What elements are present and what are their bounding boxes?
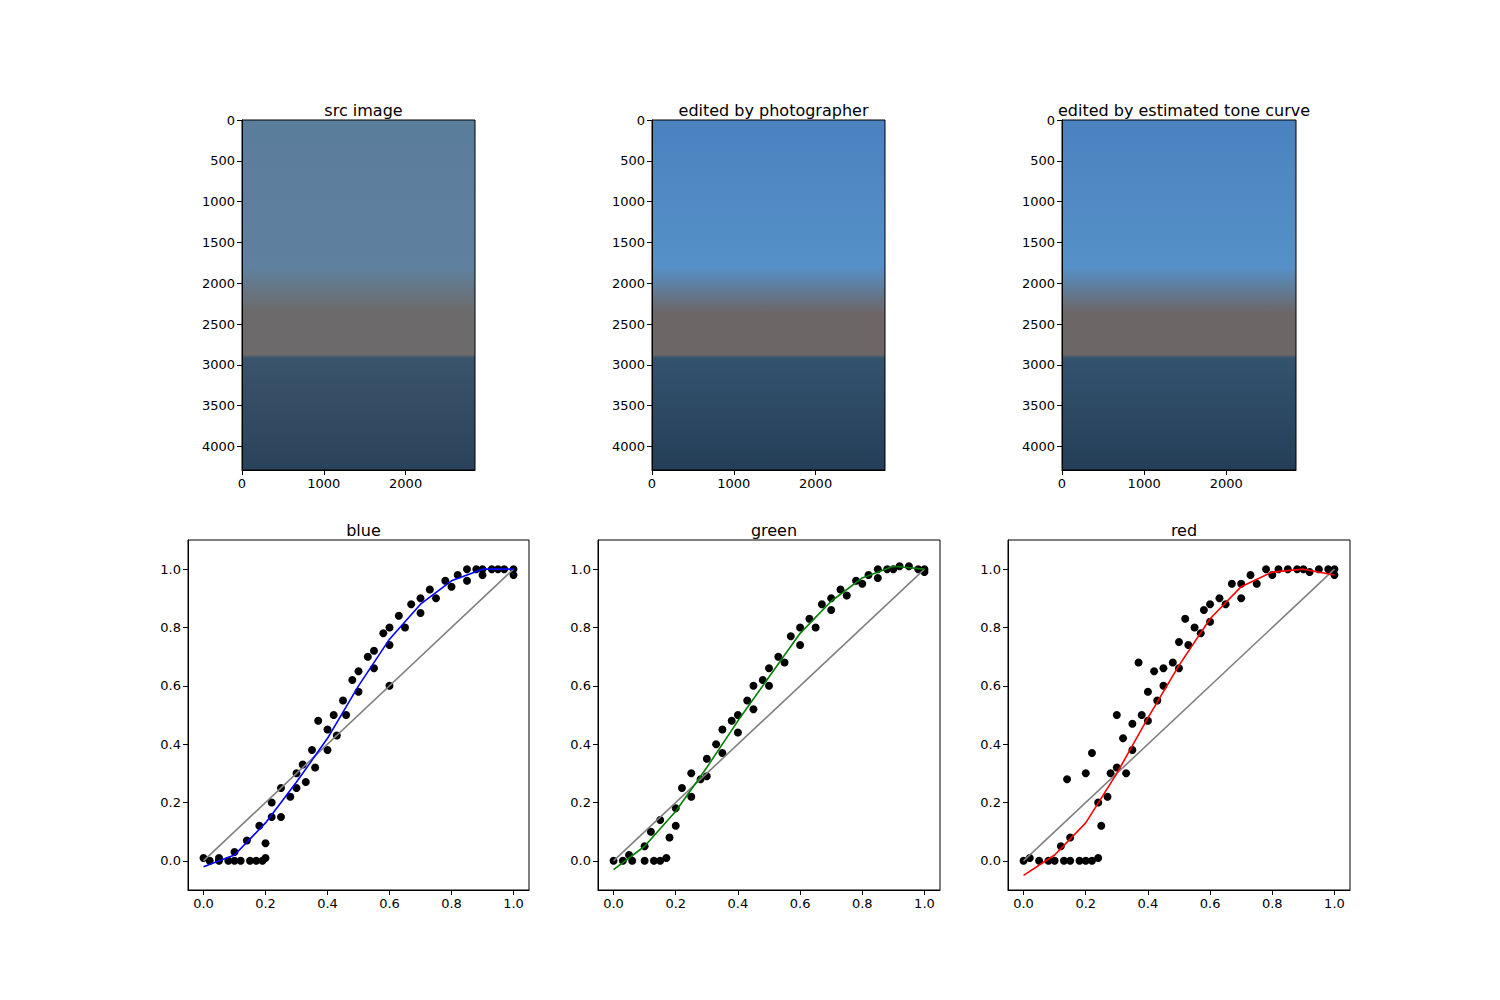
svg-text:500: 500 [210, 153, 235, 168]
svg-text:0.8: 0.8 [980, 620, 1001, 635]
svg-text:0.4: 0.4 [570, 737, 591, 752]
svg-text:2500: 2500 [202, 317, 235, 332]
svg-text:4000: 4000 [1022, 439, 1055, 454]
svg-text:edited by photographer: edited by photographer [679, 101, 869, 120]
svg-text:0.6: 0.6 [790, 896, 811, 911]
svg-text:1500: 1500 [612, 235, 645, 250]
svg-text:3000: 3000 [1022, 357, 1055, 372]
svg-text:red: red [1171, 521, 1197, 540]
svg-text:0.4: 0.4 [317, 896, 338, 911]
svg-text:0.0: 0.0 [1013, 896, 1034, 911]
svg-text:4000: 4000 [202, 439, 235, 454]
svg-text:0.2: 0.2 [160, 795, 181, 810]
svg-text:0.2: 0.2 [1075, 896, 1096, 911]
svg-text:0.6: 0.6 [160, 678, 181, 693]
svg-text:1000: 1000 [612, 194, 645, 209]
svg-text:3500: 3500 [612, 398, 645, 413]
svg-text:green: green [751, 521, 797, 540]
svg-text:1000: 1000 [1022, 194, 1055, 209]
svg-text:1000: 1000 [202, 194, 235, 209]
svg-text:0.8: 0.8 [570, 620, 591, 635]
svg-text:0.0: 0.0 [570, 853, 591, 868]
svg-text:2000: 2000 [202, 276, 235, 291]
svg-text:0.4: 0.4 [728, 896, 749, 911]
svg-text:3000: 3000 [202, 357, 235, 372]
svg-text:2000: 2000 [799, 476, 832, 491]
svg-text:4000: 4000 [612, 439, 645, 454]
svg-text:1.0: 1.0 [160, 562, 181, 577]
svg-text:500: 500 [1030, 153, 1055, 168]
svg-text:1.0: 1.0 [1324, 896, 1345, 911]
svg-text:3500: 3500 [1022, 398, 1055, 413]
svg-text:0: 0 [1058, 476, 1066, 491]
svg-text:1.0: 1.0 [570, 562, 591, 577]
svg-text:0: 0 [1047, 113, 1055, 128]
svg-text:0: 0 [648, 476, 656, 491]
svg-text:1500: 1500 [202, 235, 235, 250]
svg-text:1500: 1500 [1022, 235, 1055, 250]
svg-text:0: 0 [637, 113, 645, 128]
svg-text:0.6: 0.6 [379, 896, 400, 911]
svg-text:0.2: 0.2 [980, 795, 1001, 810]
svg-text:src image: src image [324, 101, 402, 120]
svg-text:1.0: 1.0 [914, 896, 935, 911]
svg-text:0: 0 [238, 476, 246, 491]
svg-text:500: 500 [620, 153, 645, 168]
svg-text:0.2: 0.2 [255, 896, 276, 911]
svg-text:2000: 2000 [1022, 276, 1055, 291]
svg-text:0.0: 0.0 [160, 853, 181, 868]
svg-text:0.8: 0.8 [1262, 896, 1283, 911]
svg-text:0.2: 0.2 [665, 896, 686, 911]
svg-text:0.6: 0.6 [570, 678, 591, 693]
svg-text:1000: 1000 [1128, 476, 1161, 491]
svg-text:0.6: 0.6 [980, 678, 1001, 693]
svg-text:0.8: 0.8 [441, 896, 462, 911]
svg-text:0.2: 0.2 [570, 795, 591, 810]
svg-text:3500: 3500 [202, 398, 235, 413]
svg-text:0.0: 0.0 [603, 896, 624, 911]
svg-text:1.0: 1.0 [503, 896, 524, 911]
svg-text:2500: 2500 [612, 317, 645, 332]
svg-text:3000: 3000 [612, 357, 645, 372]
svg-text:0.8: 0.8 [160, 620, 181, 635]
svg-text:0.4: 0.4 [1138, 896, 1159, 911]
svg-text:2000: 2000 [389, 476, 422, 491]
svg-text:edited by estimated tone curve: edited by estimated tone curve [1058, 101, 1310, 120]
svg-text:blue: blue [346, 521, 381, 540]
svg-text:0.6: 0.6 [1200, 896, 1221, 911]
svg-text:2500: 2500 [1022, 317, 1055, 332]
svg-text:1000: 1000 [307, 476, 340, 491]
svg-text:2000: 2000 [612, 276, 645, 291]
svg-text:0.4: 0.4 [980, 737, 1001, 752]
svg-text:1000: 1000 [717, 476, 750, 491]
svg-text:0.0: 0.0 [193, 896, 214, 911]
svg-text:0.8: 0.8 [852, 896, 873, 911]
svg-text:2000: 2000 [1210, 476, 1243, 491]
svg-text:1.0: 1.0 [980, 562, 1001, 577]
svg-text:0: 0 [227, 113, 235, 128]
svg-text:0.4: 0.4 [160, 737, 181, 752]
svg-text:0.0: 0.0 [980, 853, 1001, 868]
